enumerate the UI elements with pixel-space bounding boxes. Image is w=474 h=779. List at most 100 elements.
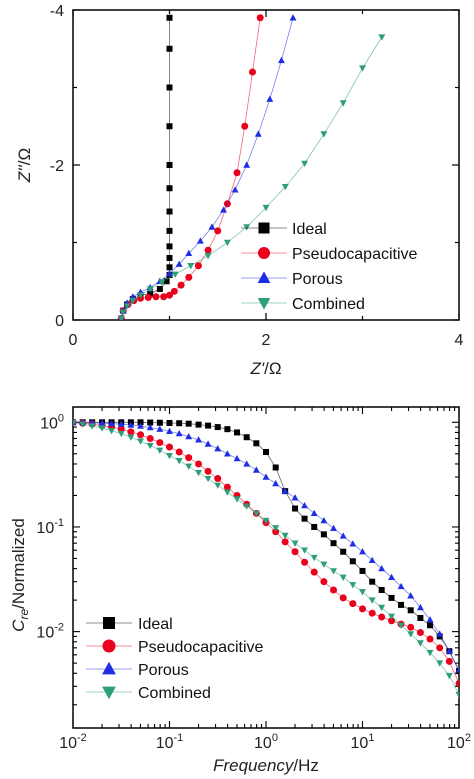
plot1-data-point: [166, 162, 173, 168]
plot2-data-point: [156, 425, 164, 432]
plot2-data-point: [73, 420, 77, 427]
plot1-data-point: [166, 84, 173, 91]
plot1-data-point: [170, 287, 178, 295]
plot1-data-point: [166, 45, 173, 52]
plot2-data-point: [436, 644, 444, 652]
plot2-data-point: [175, 457, 183, 465]
plot2-data-point: [339, 532, 347, 539]
plot2-data-point: [455, 691, 459, 699]
plot2-data-point: [272, 528, 280, 536]
plot1-data-point: [220, 206, 227, 213]
plot2-data-point: [359, 548, 366, 555]
plot2-data-point: [407, 623, 415, 631]
legend-marker-ideal: [103, 617, 115, 629]
plot1-data-point: [175, 260, 183, 267]
plot2-data-point: [369, 578, 376, 585]
plot1-data-point: [152, 293, 160, 301]
plot2-data-point: [310, 554, 318, 562]
plot2-data-point: [416, 603, 424, 611]
plot1-data-point: [185, 273, 193, 281]
plot2-series-line: [73, 421, 459, 684]
plot1-data-point: [137, 292, 144, 299]
plot2-data-point: [156, 419, 163, 426]
plot2-data-point: [233, 454, 241, 462]
plot1-x-tick-label: 2: [262, 332, 271, 349]
plot2-data-point: [359, 589, 366, 596]
plot2-data-point: [388, 613, 395, 620]
plot2-series-line: [73, 421, 459, 671]
plot1-data-point: [166, 123, 173, 130]
plot2-data-point: [398, 601, 405, 608]
plot1-data-point: [231, 186, 239, 193]
plot2-data-point: [320, 578, 328, 586]
plot1-data-point: [320, 131, 328, 138]
legend-marker-ideal: [258, 222, 270, 234]
plot1-data-point: [187, 263, 195, 270]
plot2-data-point: [310, 509, 318, 517]
plot2-data-point: [339, 594, 347, 602]
plot2-data-point: [233, 496, 241, 503]
plot2-data-point: [204, 467, 212, 475]
legend-marker-pseudocapacitive: [102, 639, 116, 653]
plot2-data-point: [330, 568, 337, 575]
plot2-data-point: [320, 517, 328, 524]
plot1-x-axis-label: Z'/Ω: [249, 359, 281, 378]
plot2-data-point: [185, 454, 193, 462]
plot2-data-point: [175, 429, 183, 437]
plot2-frame: [72, 406, 460, 729]
plot2-data-point: [281, 487, 289, 494]
plot1-y-axis-label: Z''/Ω: [15, 148, 34, 183]
plot2-series-group: [73, 418, 459, 699]
plot2-data-point: [214, 445, 222, 452]
plot2-data-point: [195, 436, 202, 443]
plot2-data-point: [98, 419, 106, 426]
plot2-data-point: [98, 425, 106, 432]
plot2-data-point: [436, 660, 444, 667]
plot2-data-point: [262, 473, 270, 480]
plot1-data-point: [156, 286, 163, 292]
plot2-data-point: [223, 489, 231, 496]
plot2-data-point: [146, 442, 154, 450]
plot1-data-point: [185, 249, 193, 257]
legend-label-porous: Porous: [138, 662, 189, 679]
plot2-data-point: [108, 428, 116, 435]
plot2-data-point: [272, 525, 280, 532]
plot1-data-point: [339, 100, 347, 107]
plot2-data-point: [455, 666, 459, 673]
plot2-y-axis-label: Cre/Normalized: [9, 518, 31, 632]
plot2-data-point: [426, 635, 434, 643]
plot1-data-point: [281, 184, 289, 191]
plot1-data-point: [266, 95, 274, 102]
plot1-data-point: [233, 169, 241, 177]
plot2-data-point: [291, 540, 299, 547]
plot1-x-tick-labels: 0 2 4: [69, 332, 464, 349]
plot2-data-point: [224, 426, 231, 433]
plot2-data-point: [214, 482, 222, 489]
plot2-data-point: [272, 479, 280, 487]
plot2-data-point: [320, 561, 328, 568]
plot2-y-tick-label: 10-2: [36, 622, 64, 642]
plot2-data-point: [195, 421, 202, 428]
plot1-data-point: [163, 278, 170, 285]
legend-label-ideal: Ideal: [138, 616, 173, 633]
plot2-data-point: [185, 463, 193, 470]
plot2-series-ideal: [73, 419, 459, 675]
plot1-data-point: [129, 293, 137, 300]
plot2-data-point: [281, 532, 289, 540]
plot2-data-point: [117, 430, 125, 438]
plot2-data-point: [378, 604, 386, 612]
plot1-legend: Ideal Pseudocapacitive Porous Combined: [241, 221, 418, 313]
plot2-data-point: [234, 429, 241, 436]
plot2-data-point: [156, 439, 164, 447]
plot1-data-point: [166, 264, 173, 271]
plot2-y-tick-label: 100: [40, 412, 64, 432]
plot1-data-point: [129, 297, 137, 305]
legend-label-combined: Combined: [138, 685, 211, 702]
plot1-data-point: [204, 252, 212, 260]
plot2-data-point: [397, 582, 405, 590]
plot1-data-point: [196, 237, 204, 244]
plot2-data-point: [330, 586, 338, 594]
plot2-data-point: [349, 600, 357, 608]
plot2-data-point: [349, 582, 357, 589]
